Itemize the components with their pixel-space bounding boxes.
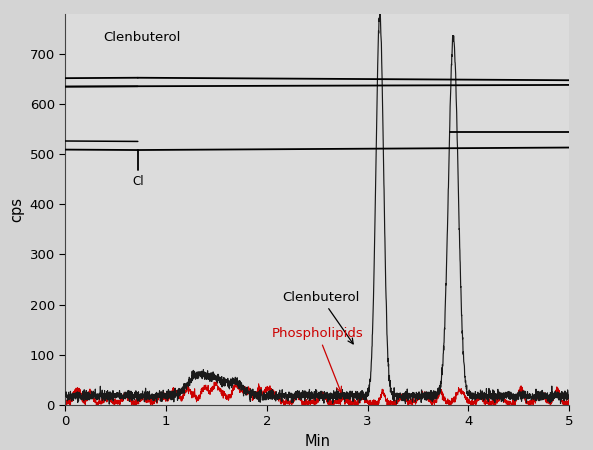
- Y-axis label: cps: cps: [9, 197, 24, 222]
- Text: Phospholipids: Phospholipids: [272, 327, 364, 392]
- Text: Clenbuterol: Clenbuterol: [282, 291, 359, 344]
- Text: Cl: Cl: [132, 175, 144, 188]
- X-axis label: Min: Min: [304, 434, 330, 449]
- Text: Clenbuterol: Clenbuterol: [104, 31, 181, 44]
